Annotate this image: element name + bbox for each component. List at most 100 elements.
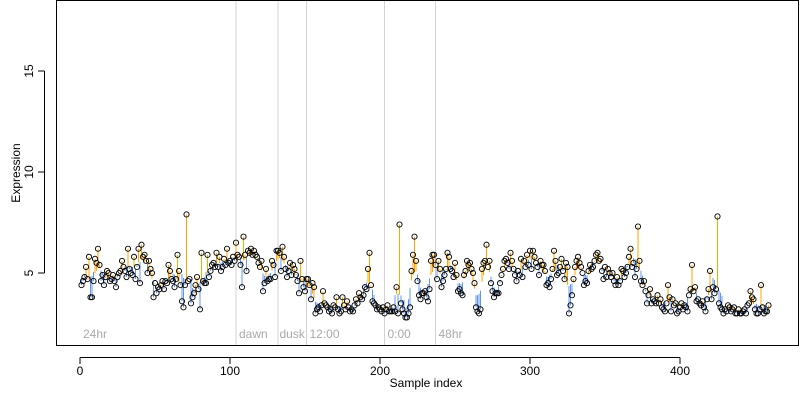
data-point xyxy=(333,294,340,301)
data-point xyxy=(153,290,160,297)
data-point xyxy=(426,286,433,293)
data-point xyxy=(276,249,283,256)
data-point xyxy=(367,282,375,289)
data-point xyxy=(556,263,564,270)
data-point xyxy=(163,280,171,287)
data-point xyxy=(423,294,430,301)
data-point xyxy=(633,265,640,273)
data-point xyxy=(487,280,495,287)
data-point xyxy=(765,302,772,309)
time-region-labels: 24hr dawn dusk 12:00 0:00 48hr xyxy=(83,327,463,341)
data-point xyxy=(250,247,258,254)
data-point xyxy=(559,267,567,275)
data-point xyxy=(631,273,639,281)
data-point xyxy=(517,255,525,262)
data-point xyxy=(667,308,675,315)
data-point xyxy=(430,251,438,258)
data-point xyxy=(253,253,261,260)
data-point xyxy=(339,294,346,301)
data-point xyxy=(133,263,141,270)
data-point xyxy=(91,255,99,262)
data-point xyxy=(763,308,771,315)
data-point xyxy=(666,294,673,301)
data-point xyxy=(220,255,228,262)
data-point xyxy=(232,239,240,246)
data-point xyxy=(360,292,367,299)
data-point xyxy=(540,261,547,268)
data-point xyxy=(123,273,130,281)
data-point xyxy=(690,288,697,295)
data-point xyxy=(345,304,352,311)
data-point xyxy=(399,306,406,313)
region-label: dawn xyxy=(239,327,268,341)
x-tick-label: 100 xyxy=(220,364,240,378)
data-point xyxy=(285,267,292,275)
data-point xyxy=(619,267,627,275)
data-point xyxy=(655,300,663,307)
data-point xyxy=(709,284,717,291)
data-point xyxy=(636,257,643,264)
data-point xyxy=(255,259,262,266)
data-point xyxy=(505,265,513,273)
data-point xyxy=(111,278,118,285)
data-point xyxy=(144,269,151,277)
data-point xyxy=(120,263,127,270)
data-point xyxy=(147,265,154,273)
data-point xyxy=(750,296,757,303)
data-point xyxy=(118,257,126,264)
data-point xyxy=(453,271,460,279)
y-tick-label: 5 xyxy=(22,269,36,276)
data-point xyxy=(475,310,483,317)
data-point xyxy=(394,310,402,317)
data-point xyxy=(495,290,502,297)
data-point xyxy=(597,255,604,262)
data-point xyxy=(198,249,205,256)
data-point xyxy=(669,296,676,303)
data-point xyxy=(130,253,138,260)
data-point xyxy=(411,233,418,240)
data-point xyxy=(630,259,637,266)
data-point xyxy=(324,304,331,311)
data-point xyxy=(606,269,613,277)
data-point xyxy=(433,276,441,283)
data-point xyxy=(522,263,529,270)
data-point xyxy=(568,292,576,299)
data-point xyxy=(477,306,484,313)
data-point xyxy=(189,294,196,301)
data-point xyxy=(190,290,198,297)
data-point xyxy=(231,257,238,264)
data-point xyxy=(456,286,463,293)
data-point xyxy=(408,267,415,275)
data-point xyxy=(544,280,552,287)
data-point xyxy=(715,300,723,307)
data-point xyxy=(307,296,315,303)
data-point xyxy=(258,257,265,264)
data-point xyxy=(547,276,555,283)
data-point xyxy=(652,300,660,307)
data-point xyxy=(751,306,759,313)
data-point xyxy=(498,271,505,279)
data-point xyxy=(261,280,268,287)
data-point xyxy=(262,265,270,273)
data-point xyxy=(468,265,475,273)
data-point xyxy=(136,280,144,287)
data-point xyxy=(295,290,303,297)
data-point xyxy=(318,302,325,309)
data-point xyxy=(388,308,396,315)
y-tick-label: 15 xyxy=(22,64,36,78)
data-point xyxy=(603,273,610,281)
data-point xyxy=(309,280,316,287)
data-point xyxy=(319,288,327,295)
data-point xyxy=(142,257,150,264)
data-point xyxy=(520,257,528,264)
data-point xyxy=(268,257,276,264)
data-point xyxy=(171,284,178,291)
data-point xyxy=(172,276,180,283)
data-point xyxy=(135,245,142,252)
data-point xyxy=(580,282,588,289)
data-point xyxy=(94,245,102,252)
data-point xyxy=(714,213,721,220)
data-point xyxy=(604,265,612,273)
y-axis-title: Expression xyxy=(9,143,23,202)
data-point xyxy=(328,310,336,317)
